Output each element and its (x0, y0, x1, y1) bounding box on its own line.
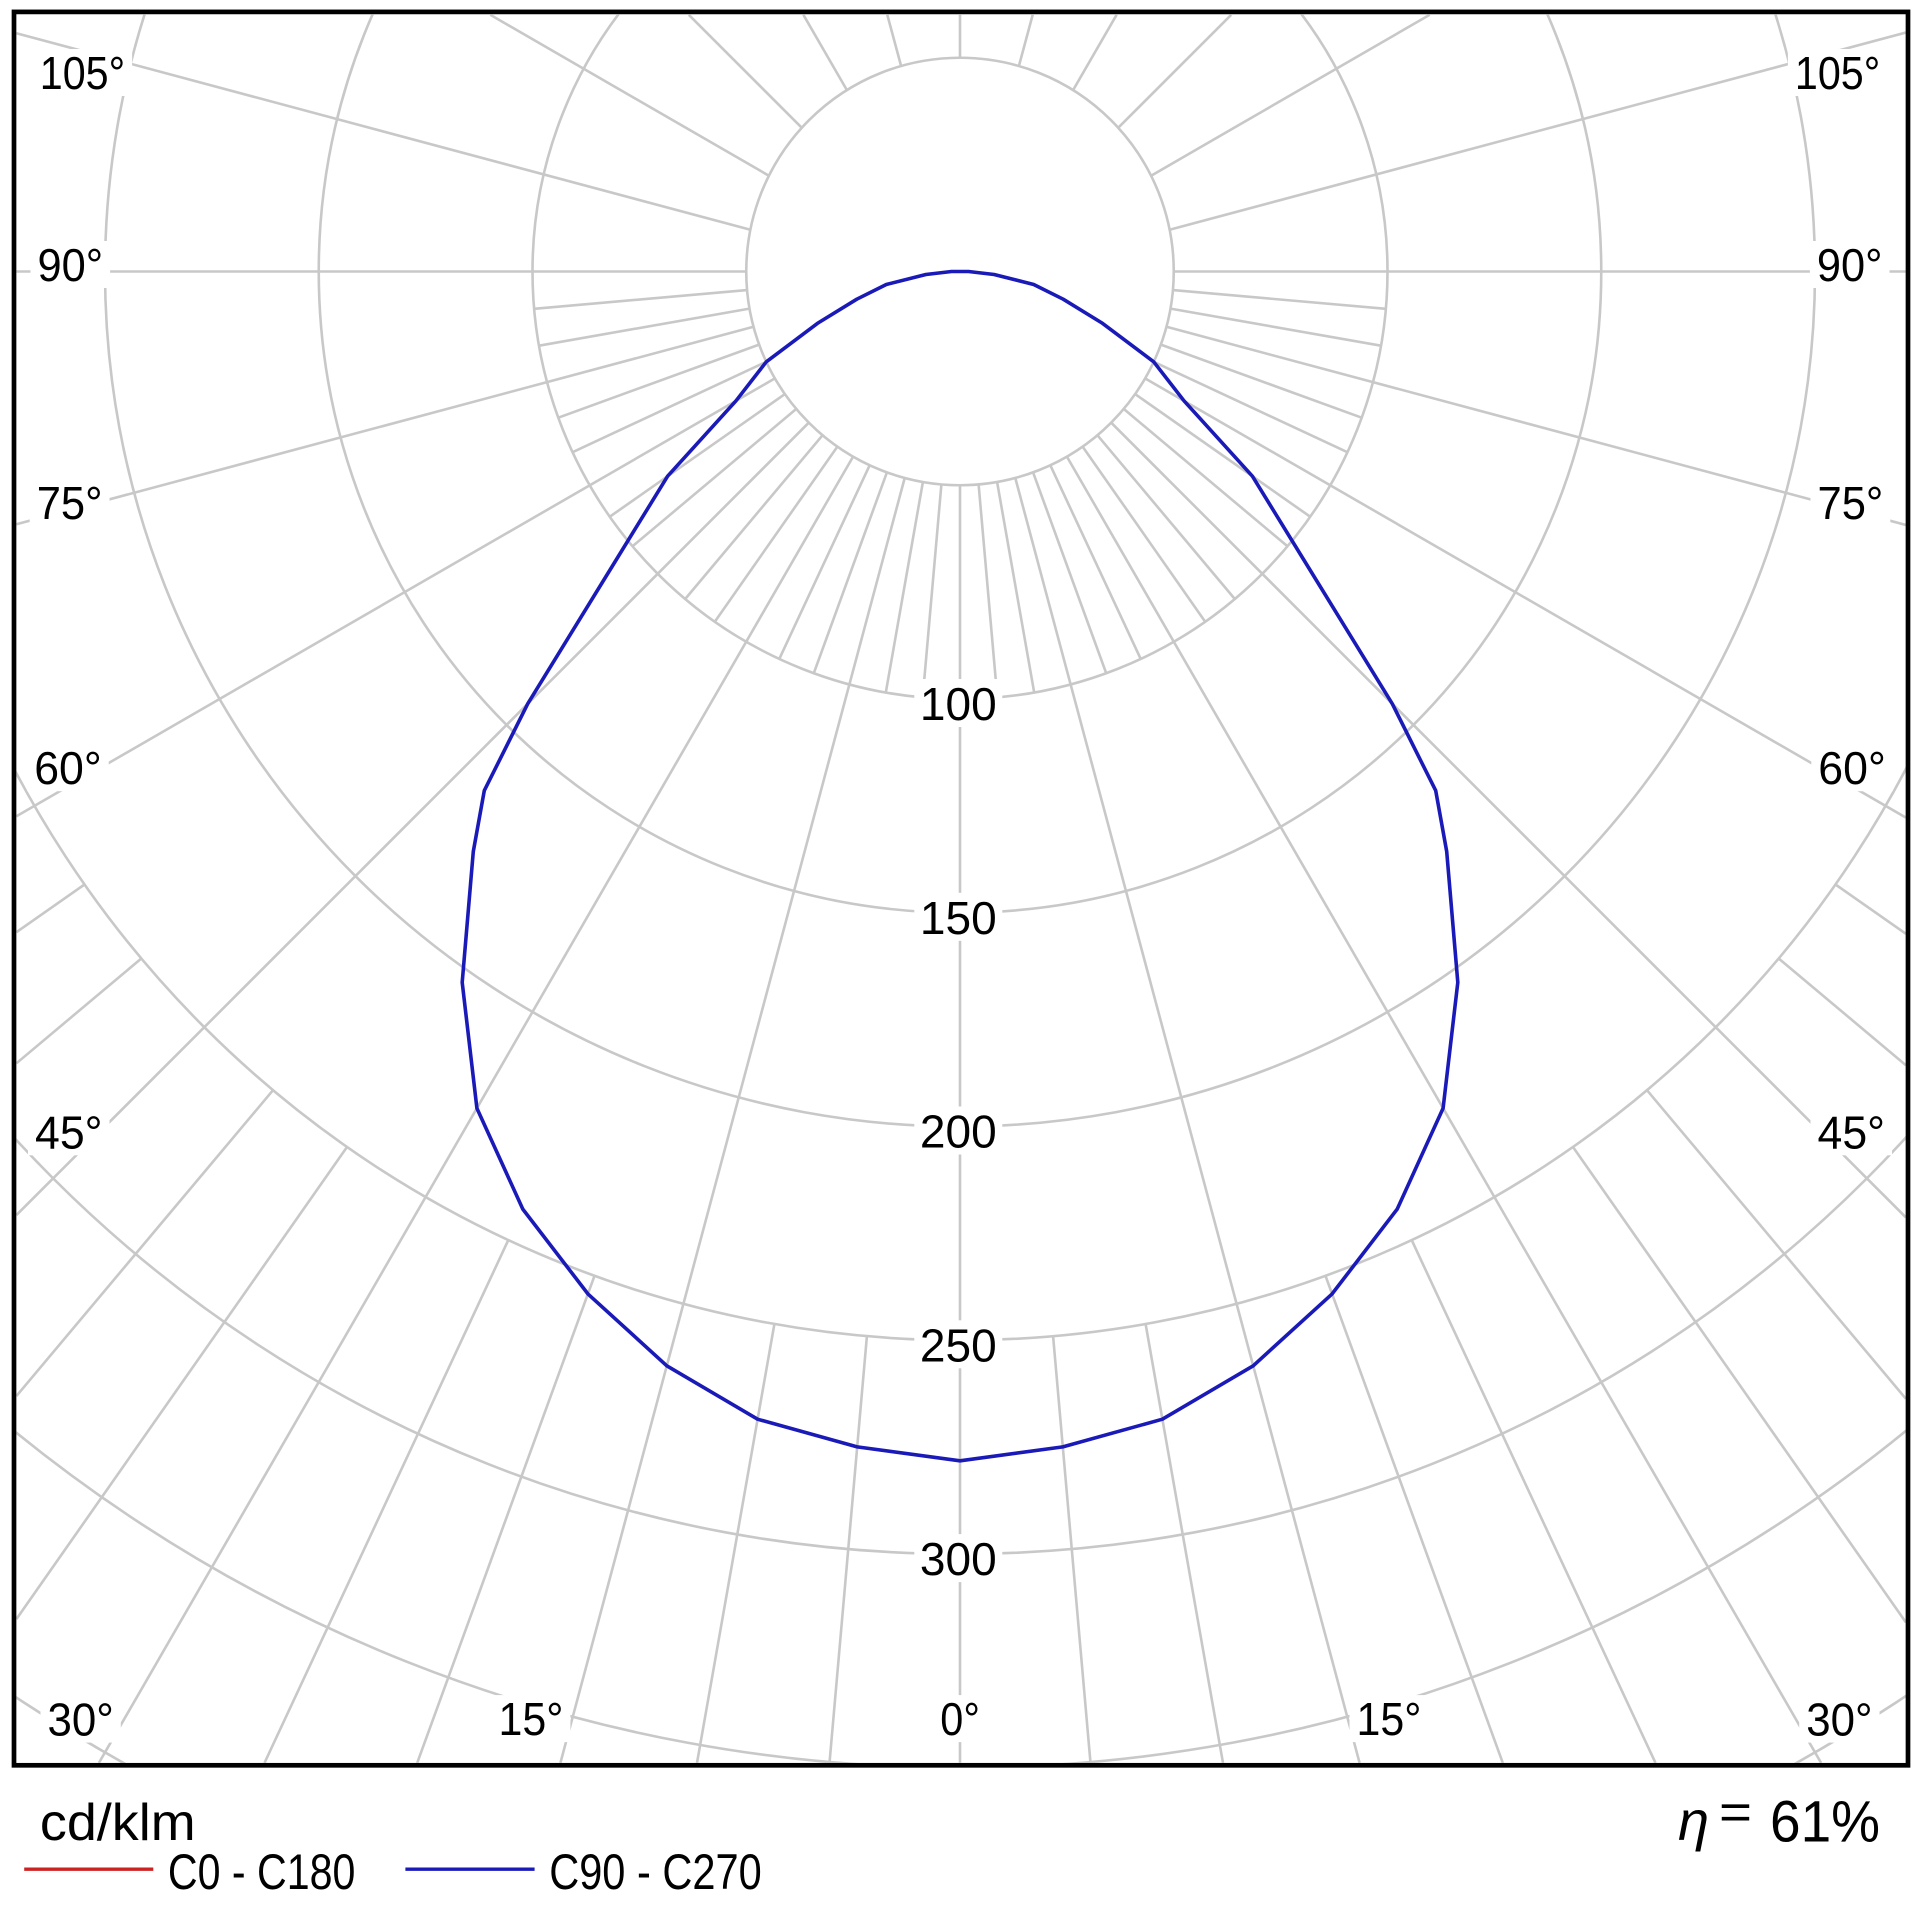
svg-text:60°: 60° (1818, 742, 1886, 794)
svg-text:30°: 30° (1806, 1694, 1872, 1746)
svg-text:60°: 60° (34, 742, 102, 794)
svg-text:cd/klm: cd/klm (40, 1794, 196, 1852)
svg-text:250: 250 (920, 1319, 997, 1371)
svg-text:15°: 15° (1357, 1693, 1422, 1745)
svg-text:105°: 105° (1795, 47, 1880, 99)
svg-text:61%: 61% (1770, 1789, 1880, 1854)
svg-text:105°: 105° (40, 47, 125, 99)
svg-text:η: η (1678, 1789, 1709, 1852)
svg-text:75°: 75° (1818, 477, 1884, 529)
svg-text:C0 - C180: C0 - C180 (168, 1844, 356, 1900)
svg-text:=: = (1719, 1784, 1752, 1840)
svg-text:45°: 45° (35, 1106, 103, 1158)
svg-text:90°: 90° (38, 239, 104, 291)
svg-text:200: 200 (920, 1106, 997, 1158)
svg-text:90°: 90° (1817, 239, 1883, 291)
svg-text:150: 150 (920, 892, 997, 944)
svg-text:75°: 75° (37, 477, 103, 529)
svg-text:C90 - C270: C90 - C270 (549, 1844, 762, 1900)
svg-text:0°: 0° (940, 1693, 980, 1745)
svg-text:45°: 45° (1818, 1106, 1886, 1158)
svg-text:15°: 15° (499, 1693, 564, 1745)
svg-text:300: 300 (920, 1533, 997, 1585)
svg-text:100: 100 (920, 678, 997, 730)
svg-text:30°: 30° (48, 1694, 114, 1746)
